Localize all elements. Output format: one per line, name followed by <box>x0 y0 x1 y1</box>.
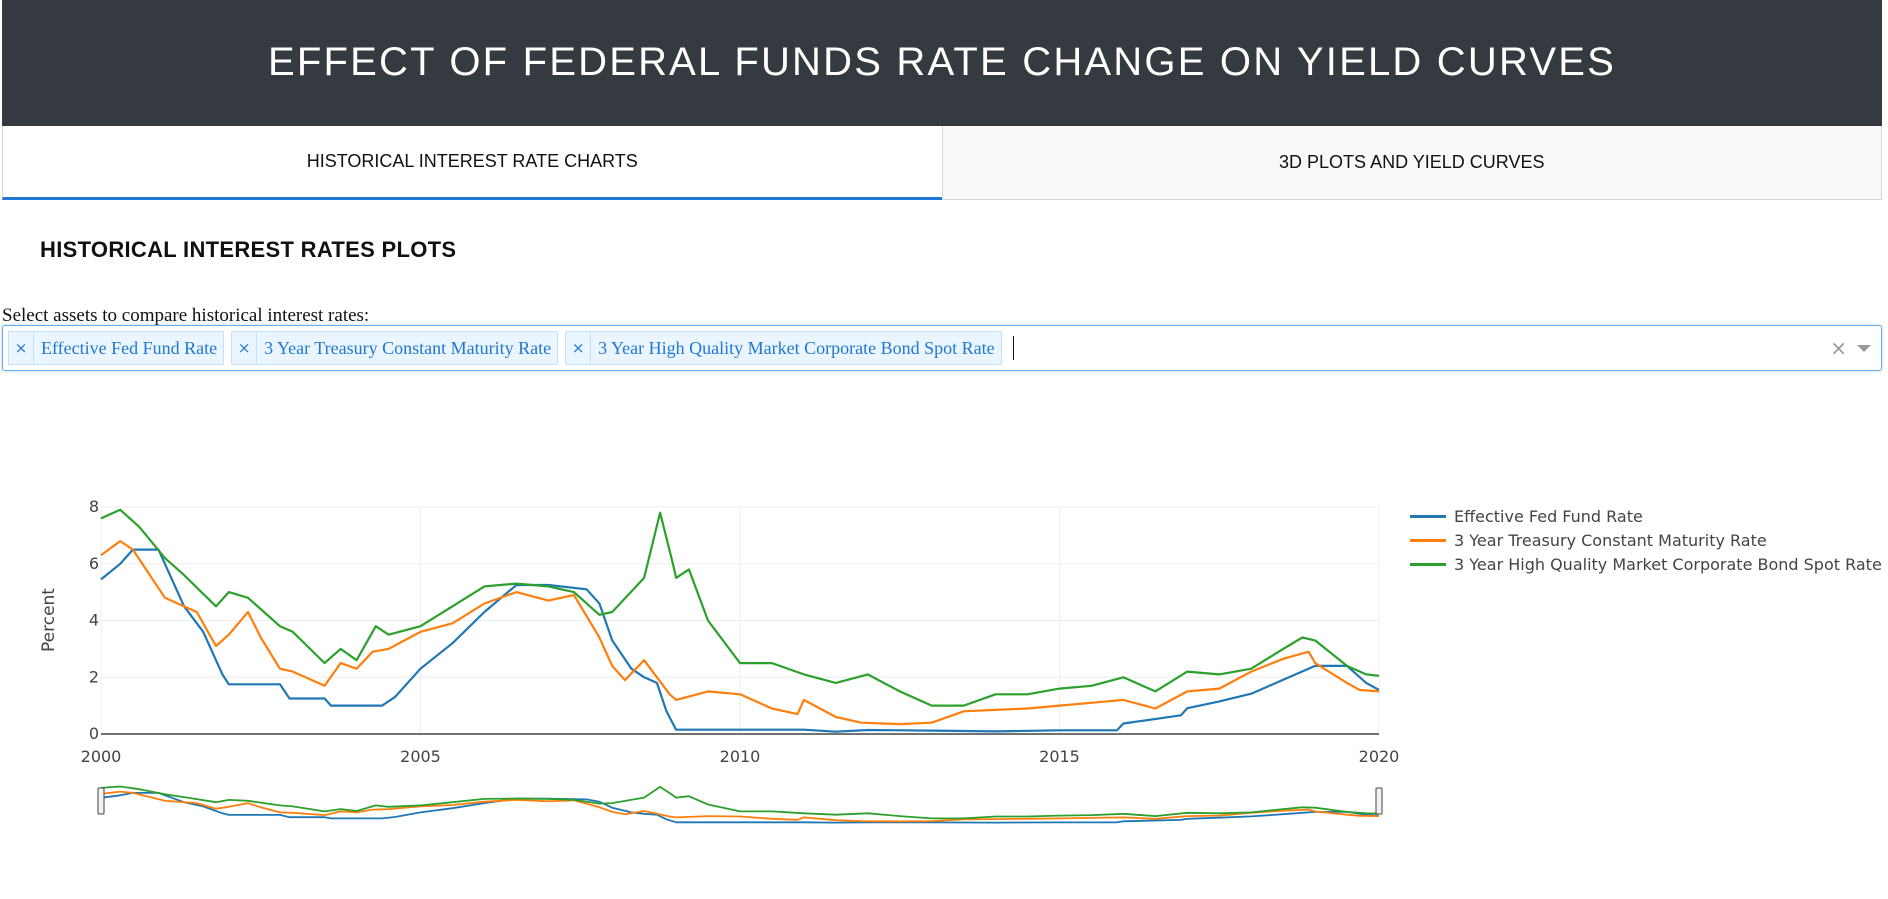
tag-label: 3 Year Treasury Constant Maturity Rate <box>264 337 552 358</box>
range-slider <box>101 782 1379 827</box>
legend-label: 3 Year Treasury Constant Maturity Rate <box>1454 530 1767 550</box>
clear-all-icon[interactable]: × <box>1830 336 1847 360</box>
y-axis-title: Percent <box>39 588 59 652</box>
legend-label: 3 Year High Quality Market Corporate Bon… <box>1454 554 1882 574</box>
tab-3d-plots[interactable]: 3D PLOTS AND YIELD CURVES <box>941 126 1882 200</box>
selected-tag-corporate-bond: × 3 Year High Quality Market Corporate B… <box>565 331 1002 365</box>
x-tick-label: 2010 <box>720 747 761 766</box>
selected-tag-treasury: × 3 Year Treasury Constant Maturity Rate <box>231 331 559 365</box>
remove-tag-icon[interactable]: × <box>9 332 34 364</box>
x-tick-label: 2020 <box>1359 747 1400 766</box>
series-line-effective-fed-fund-rate <box>100 548 1380 733</box>
legend-item-corporate-bond[interactable]: 3 Year High Quality Market Corporate Bon… <box>1410 552 1882 576</box>
legend-swatch <box>1410 538 1446 542</box>
series-line-3-year-high-quality-market-corporate-bond-spot-rate <box>100 508 1380 707</box>
slider-series-line-3-year-treasury-constant-maturity-rate <box>100 790 1380 823</box>
remove-tag-icon[interactable]: × <box>566 332 592 364</box>
legend-item-fed-fund[interactable]: Effective Fed Fund Rate <box>1410 504 1882 528</box>
legend-label: Effective Fed Fund Rate <box>1454 506 1643 526</box>
legend-swatch <box>1410 514 1446 518</box>
tag-label: 3 Year High Quality Market Corporate Bon… <box>598 337 995 358</box>
section-heading: HISTORICAL INTEREST RATES PLOTS <box>40 237 457 262</box>
page-title: EFFECT OF FEDERAL FUNDS RATE CHANGE ON Y… <box>268 39 1616 84</box>
x-tick-label: 2005 <box>400 747 441 766</box>
interest-rate-chart[interactable]: 2000 2005 2010 2015 2020 0 2 4 6 8 <box>0 480 1400 850</box>
selected-tag-fed-fund: × Effective Fed Fund Rate <box>8 331 225 365</box>
select-label: Select assets to compare historical inte… <box>2 305 370 326</box>
y-tick-label: 0 <box>89 724 99 743</box>
legend-swatch <box>1410 562 1446 566</box>
x-tick-label: 2015 <box>1039 747 1080 766</box>
range-slider-left-handle[interactable] <box>97 787 105 815</box>
y-tick-label: 4 <box>89 611 99 630</box>
y-tick-label: 8 <box>89 497 99 516</box>
range-slider-right-handle[interactable] <box>1375 787 1383 815</box>
tag-label: Effective Fed Fund Rate <box>41 337 218 358</box>
chart-legend: Effective Fed Fund Rate 3 Year Treasury … <box>1410 504 1882 576</box>
app-header: EFFECT OF FEDERAL FUNDS RATE CHANGE ON Y… <box>2 0 1882 126</box>
y-tick-label: 6 <box>89 554 99 573</box>
x-tick-label: 2000 <box>81 747 122 766</box>
chevron-down-icon[interactable] <box>1857 345 1871 352</box>
remove-tag-icon[interactable]: × <box>232 332 258 364</box>
y-tick-label: 2 <box>89 667 99 686</box>
legend-item-treasury[interactable]: 3 Year Treasury Constant Maturity Rate <box>1410 528 1882 552</box>
slider-series-line-3-year-high-quality-market-corporate-bond-spot-rate <box>100 785 1380 820</box>
slider-series-line-effective-fed-fund-rate <box>100 791 1380 824</box>
series-line-3-year-treasury-constant-maturity-rate <box>100 539 1380 726</box>
asset-multi-select[interactable]: × Effective Fed Fund Rate × 3 Year Treas… <box>2 325 1882 371</box>
tab-historical-charts[interactable]: HISTORICAL INTEREST RATE CHARTS <box>2 126 942 200</box>
text-cursor[interactable] <box>1012 336 1014 360</box>
tab-bar: HISTORICAL INTEREST RATE CHARTS 3D PLOTS… <box>2 126 1882 200</box>
